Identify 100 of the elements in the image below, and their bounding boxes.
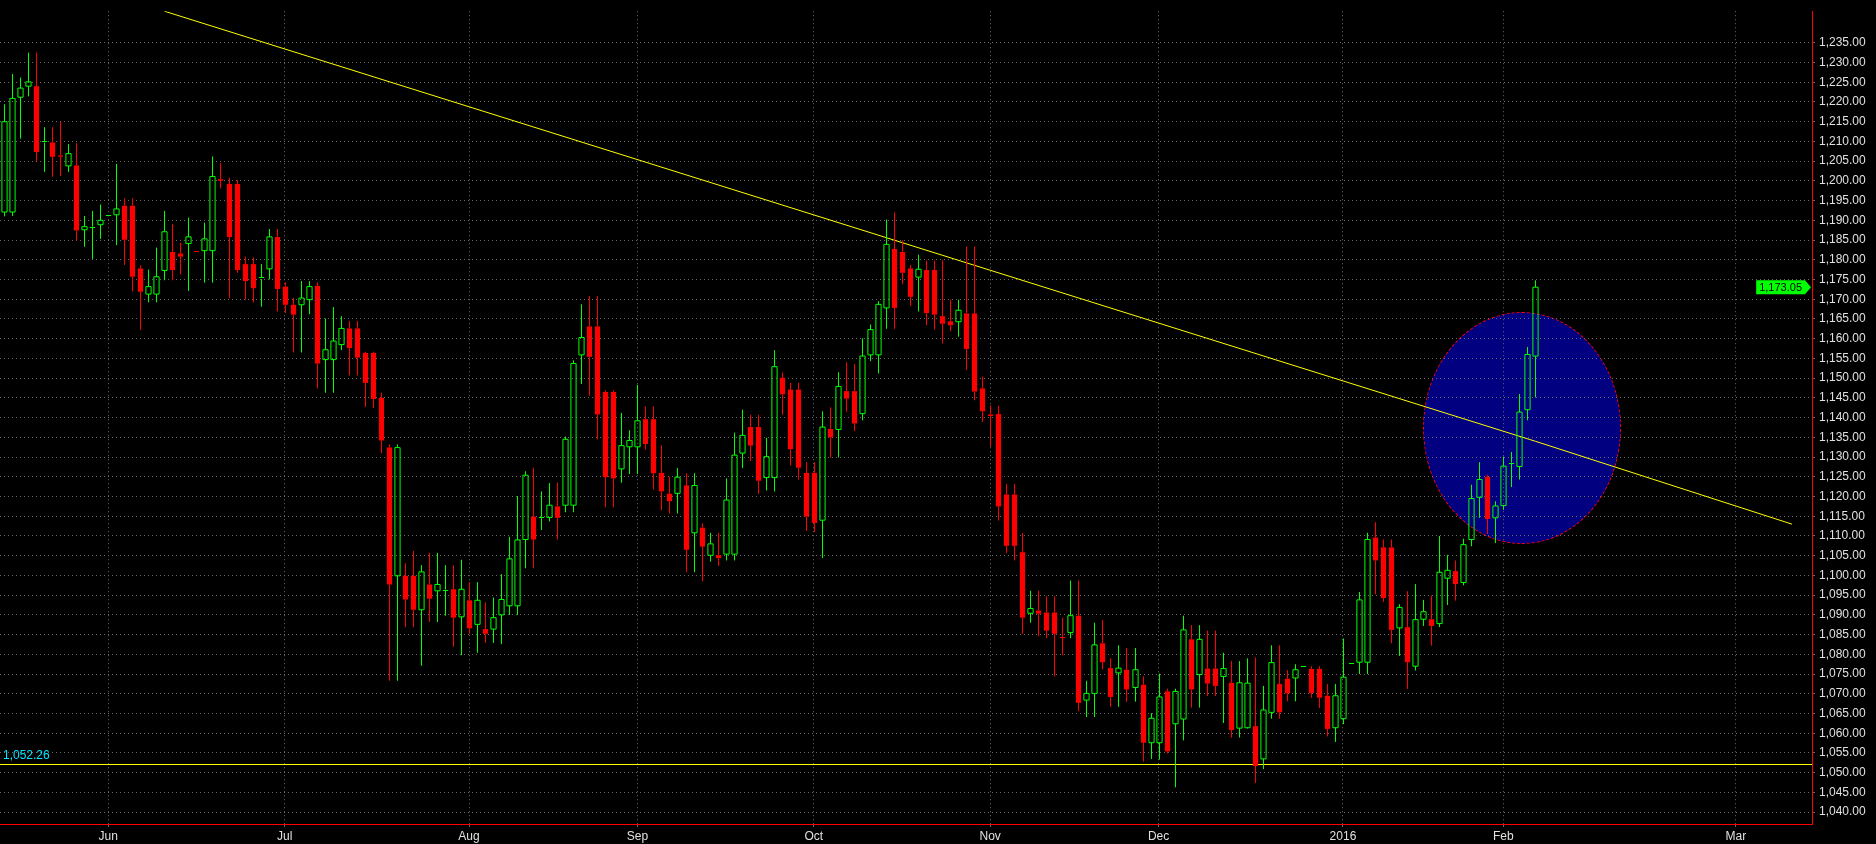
candlestick: [482, 601, 489, 644]
candlestick: [658, 444, 665, 511]
candlestick: [674, 467, 681, 514]
candlestick: [1011, 483, 1018, 561]
candlestick: [418, 564, 425, 667]
candlestick: [1252, 656, 1259, 784]
x-tick-label: Sep: [626, 828, 649, 843]
candlestick: [25, 52, 32, 97]
candlestick: [554, 482, 561, 541]
y-tick-label: 1,110.00: [1819, 528, 1866, 543]
candlestick: [691, 472, 698, 573]
candlestick: [81, 215, 88, 248]
y-tick-label: 1,065.00: [1819, 705, 1867, 720]
candlestick: [907, 264, 914, 307]
candlestick: [370, 352, 377, 409]
candlestick: [642, 406, 649, 451]
candlestick: [490, 597, 497, 644]
candlestick: [891, 211, 898, 330]
candlestick: [963, 245, 970, 371]
x-tick-label: Feb: [1492, 828, 1514, 843]
y-tick-label: 1,225.00: [1819, 74, 1867, 89]
candlestick: [610, 389, 617, 508]
x-tick-label: Oct: [804, 828, 824, 843]
candlestick: [851, 363, 858, 432]
candlestick: [266, 228, 273, 280]
y-tick-label: 1,155.00: [1819, 350, 1867, 365]
candlestick: [979, 376, 986, 423]
candlestick: [290, 297, 297, 353]
candlestick: [258, 263, 265, 308]
candlestick: [1396, 603, 1403, 657]
y-tick-label: 1,210.00: [1819, 133, 1867, 148]
y-tick-label: 1,150.00: [1819, 370, 1867, 385]
candlestick: [1107, 657, 1114, 708]
candlestick: [1404, 590, 1411, 690]
candlestick: [402, 562, 409, 628]
candlestick: [1468, 484, 1475, 547]
y-tick-label: 1,175.00: [1819, 271, 1867, 286]
ref-line-label: 1,052.26: [3, 748, 51, 763]
annotation: 1,173.05: [1759, 280, 1803, 293]
candlestick: [1140, 675, 1147, 763]
y-tick-label: 1,235.00: [1819, 35, 1867, 50]
candlestick: [1284, 669, 1291, 702]
candlestick: [931, 260, 938, 331]
y-tick-label: 1,070.00: [1819, 686, 1867, 701]
candlestick: [1196, 624, 1203, 709]
y-tick-label: 1,200.00: [1819, 173, 1867, 188]
candlestick: [129, 197, 136, 292]
candlestick: [602, 389, 609, 508]
y-tick-label: 1,215.00: [1819, 113, 1867, 128]
candlestick: [121, 197, 128, 266]
y-tick-label: 1,075.00: [1819, 666, 1867, 681]
candlestick: [971, 245, 978, 401]
candlestick: [1324, 683, 1331, 737]
y-tick-label: 1,055.00: [1819, 745, 1867, 760]
y-tick-label: 1,230.00: [1819, 54, 1867, 69]
y-tick-label: 1,190.00: [1819, 212, 1867, 227]
y-tick-label: 1,125.00: [1819, 469, 1867, 484]
x-tick-label: Nov: [979, 828, 1001, 843]
candlestick: [113, 163, 120, 246]
candlestick: [1476, 461, 1483, 519]
candlestick: [169, 223, 176, 281]
candlestick: [538, 490, 545, 531]
candlestick: [586, 295, 593, 397]
candlestick: [1099, 619, 1106, 670]
candlestick: [217, 162, 224, 189]
candlestick: [314, 281, 321, 389]
candlestick: [707, 532, 714, 563]
candlestick: [819, 410, 826, 559]
y-tick-label: 1,220.00: [1819, 94, 1867, 109]
candlestick: [715, 532, 722, 567]
candlestick: [1043, 595, 1050, 639]
candlestick: [89, 210, 96, 260]
candlestick: [811, 461, 818, 533]
candlestick: [1027, 590, 1034, 624]
candlestick: [987, 405, 994, 448]
candlestick: [49, 126, 56, 178]
candlestick: [899, 239, 906, 285]
candlestick: [1308, 665, 1315, 699]
candlestick: [1484, 474, 1491, 535]
candlestick: [1051, 595, 1058, 677]
candlestick: [923, 260, 930, 326]
candlestick: [17, 76, 24, 140]
candlestick: [1019, 532, 1026, 635]
candlestick: [779, 372, 786, 416]
y-tick-label: 1,080.00: [1819, 646, 1867, 661]
candlestick: [1508, 451, 1515, 488]
y-tick-label: 1,040.00: [1819, 804, 1867, 819]
candlestick: [1188, 624, 1195, 709]
candlestick: [1075, 580, 1082, 712]
x-tick-label: Aug: [458, 828, 480, 843]
candlestick: [1388, 539, 1395, 644]
candlestick: [915, 254, 922, 312]
candlestick: [578, 303, 585, 385]
candlestick: [378, 392, 385, 454]
y-tick-label: 1,165.00: [1819, 311, 1867, 326]
candlestick: [1067, 580, 1074, 639]
candlestick: [161, 210, 168, 281]
y-tick-label: 1,170.00: [1819, 291, 1867, 306]
candlestick: [442, 564, 449, 617]
y-tick-label: 1,085.00: [1819, 626, 1867, 641]
